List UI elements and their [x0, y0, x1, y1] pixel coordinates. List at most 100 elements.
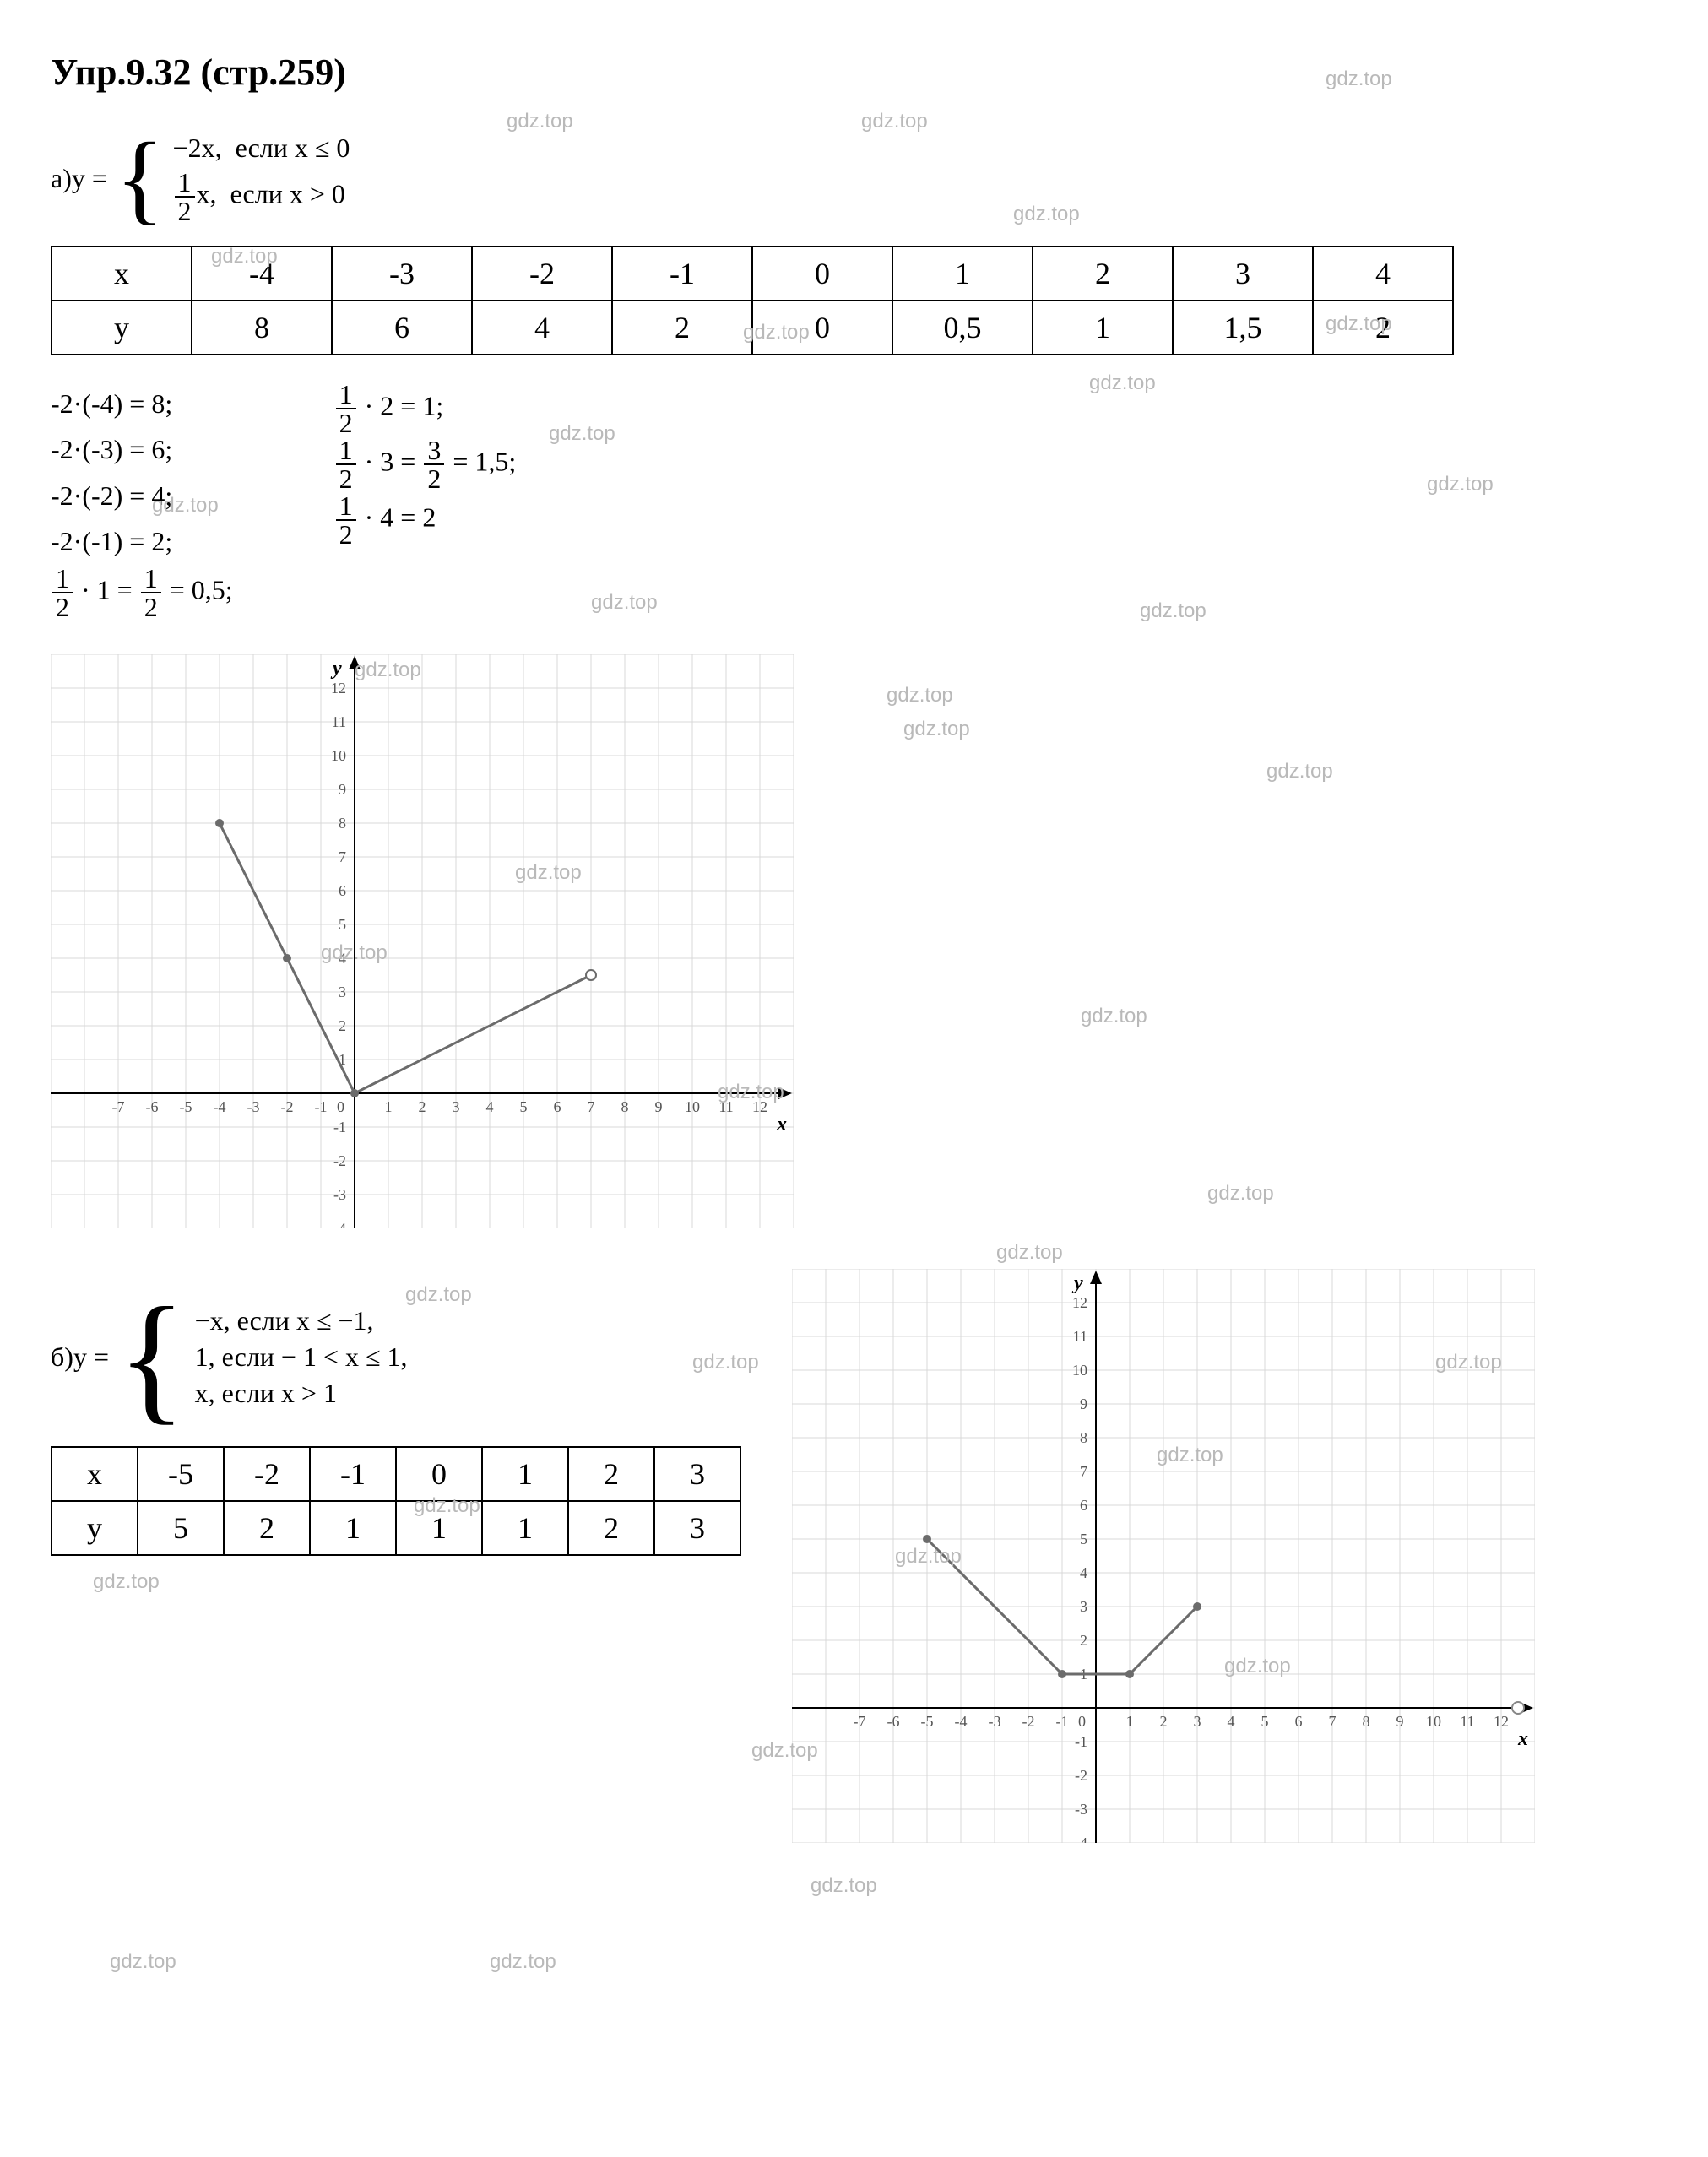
case-a-1: −2x, если x ≤ 0 [173, 133, 350, 164]
table-cell: 2 [568, 1501, 654, 1555]
svg-text:4: 4 [339, 950, 346, 967]
svg-text:11: 11 [718, 1098, 733, 1115]
svg-text:-7: -7 [854, 1713, 866, 1730]
calc-line: -2·(-4) = 8; [51, 381, 233, 426]
svg-text:0: 0 [337, 1098, 344, 1115]
table-cell: -3 [332, 247, 472, 301]
table-cell: 2 [224, 1501, 310, 1555]
calc-line: 12 · 2 = 1; [334, 381, 517, 436]
svg-text:6: 6 [554, 1098, 561, 1115]
svg-text:12: 12 [1494, 1713, 1509, 1730]
case-b-3: x, если x > 1 [195, 1378, 408, 1409]
table-cell: -1 [612, 247, 752, 301]
svg-text:2: 2 [419, 1098, 426, 1115]
svg-text:0: 0 [1078, 1713, 1086, 1730]
svg-text:5: 5 [520, 1098, 528, 1115]
case-b-2: 1, если − 1 < x ≤ 1, [195, 1341, 408, 1373]
svg-text:8: 8 [621, 1098, 629, 1115]
svg-text:x: x [1517, 1728, 1528, 1750]
svg-text:7: 7 [588, 1098, 595, 1115]
calculations-a: -2·(-4) = 8;-2·(-3) = 6;-2·(-2) = 4;-2·(… [51, 381, 1657, 621]
part-a-function: а)y = { −2x, если x ≤ 0 12x, если x > 0 [51, 127, 1657, 229]
table-cell: y [52, 301, 192, 355]
table-cell: x [52, 247, 192, 301]
svg-text:8: 8 [339, 815, 346, 832]
table-cell: 5 [138, 1501, 224, 1555]
svg-text:11: 11 [1073, 1328, 1087, 1345]
svg-text:9: 9 [1396, 1713, 1404, 1730]
svg-text:-4: -4 [1075, 1835, 1087, 1843]
table-cell: 6 [332, 301, 472, 355]
svg-text:7: 7 [1329, 1713, 1337, 1730]
table-cell: 1,5 [1173, 301, 1313, 355]
table-cell: 1 [310, 1501, 396, 1555]
calc-line: 12 · 3 = 32 = 1,5; [334, 436, 517, 492]
table-cell: -5 [138, 1447, 224, 1501]
watermark: gdz.top [110, 1950, 176, 1974]
calc-line: -2·(-2) = 4; [51, 473, 233, 518]
table-cell: 0 [396, 1447, 482, 1501]
part-b-prefix: б)y = [51, 1341, 109, 1373]
svg-text:10: 10 [331, 747, 346, 764]
svg-text:12: 12 [752, 1098, 767, 1115]
svg-text:12: 12 [331, 680, 346, 696]
svg-text:x: x [776, 1114, 787, 1135]
table-cell: 1 [482, 1447, 568, 1501]
svg-text:-4: -4 [955, 1713, 968, 1730]
table-cell: -4 [192, 247, 332, 301]
svg-text:9: 9 [1080, 1396, 1087, 1412]
table-cell: -1 [310, 1447, 396, 1501]
table-cell: 0 [752, 247, 892, 301]
table-cell: 0 [752, 301, 892, 355]
watermark: gdz.top [490, 1950, 556, 1974]
calc-line: -2·(-1) = 2; [51, 518, 233, 564]
table-a: x-4-3-2-101234y864200,511,52 [51, 246, 1454, 355]
case-a-2: 12x, если x > 0 [173, 169, 350, 225]
svg-text:-6: -6 [887, 1713, 900, 1730]
svg-text:-6: -6 [146, 1098, 159, 1115]
calc-line: 12 · 1 = 12 = 0,5; [51, 565, 233, 621]
svg-text:7: 7 [1080, 1463, 1087, 1480]
calc-line: 12 · 4 = 2 [334, 492, 517, 548]
table-cell: 2 [1313, 301, 1453, 355]
watermark: gdz.top [996, 1241, 1063, 1265]
svg-text:2: 2 [1080, 1632, 1087, 1649]
svg-text:3: 3 [453, 1098, 460, 1115]
svg-text:10: 10 [685, 1098, 700, 1115]
svg-text:4: 4 [1228, 1713, 1235, 1730]
svg-text:3: 3 [1080, 1598, 1087, 1615]
table-cell: 8 [192, 301, 332, 355]
svg-text:12: 12 [1072, 1294, 1087, 1311]
watermark: gdz.top [811, 1874, 877, 1898]
svg-text:-1: -1 [1056, 1713, 1069, 1730]
table-cell: x [52, 1447, 138, 1501]
svg-text:11: 11 [1460, 1713, 1474, 1730]
table-cell: 3 [1173, 247, 1313, 301]
table-cell: 4 [1313, 247, 1453, 301]
svg-text:2: 2 [339, 1017, 346, 1034]
svg-text:-7: -7 [112, 1098, 125, 1115]
calc-line: -2·(-3) = 6; [51, 426, 233, 472]
svg-text:5: 5 [1080, 1531, 1087, 1547]
svg-text:5: 5 [339, 916, 346, 933]
brace-icon: { [117, 1286, 187, 1429]
svg-text:6: 6 [1080, 1497, 1087, 1514]
table-cell: 0,5 [892, 301, 1033, 355]
svg-text:-2: -2 [333, 1152, 346, 1169]
svg-text:-5: -5 [921, 1713, 934, 1730]
table-cell: -2 [224, 1447, 310, 1501]
svg-text:10: 10 [1072, 1362, 1087, 1379]
table-cell: 1 [482, 1501, 568, 1555]
chart-b: -7-6-5-4-3-2-1123456789101112-5-4-3-2-11… [792, 1269, 1535, 1850]
table-cell: 3 [654, 1501, 740, 1555]
table-cell: -2 [472, 247, 612, 301]
table-cell: 2 [1033, 247, 1173, 301]
page-title: Упр.9.32 (стр.259) [51, 51, 1657, 94]
calc-right: 12 · 2 = 1;12 · 3 = 32 = 1,5;12 · 4 = 2 [334, 381, 517, 621]
svg-text:10: 10 [1426, 1713, 1441, 1730]
svg-text:-1: -1 [1075, 1733, 1087, 1750]
table-cell: 2 [612, 301, 752, 355]
svg-text:-3: -3 [333, 1186, 346, 1203]
part-b-function: б)y = { −x, если x ≤ −1, 1, если − 1 < x… [51, 1286, 741, 1429]
svg-text:-1: -1 [333, 1119, 346, 1135]
